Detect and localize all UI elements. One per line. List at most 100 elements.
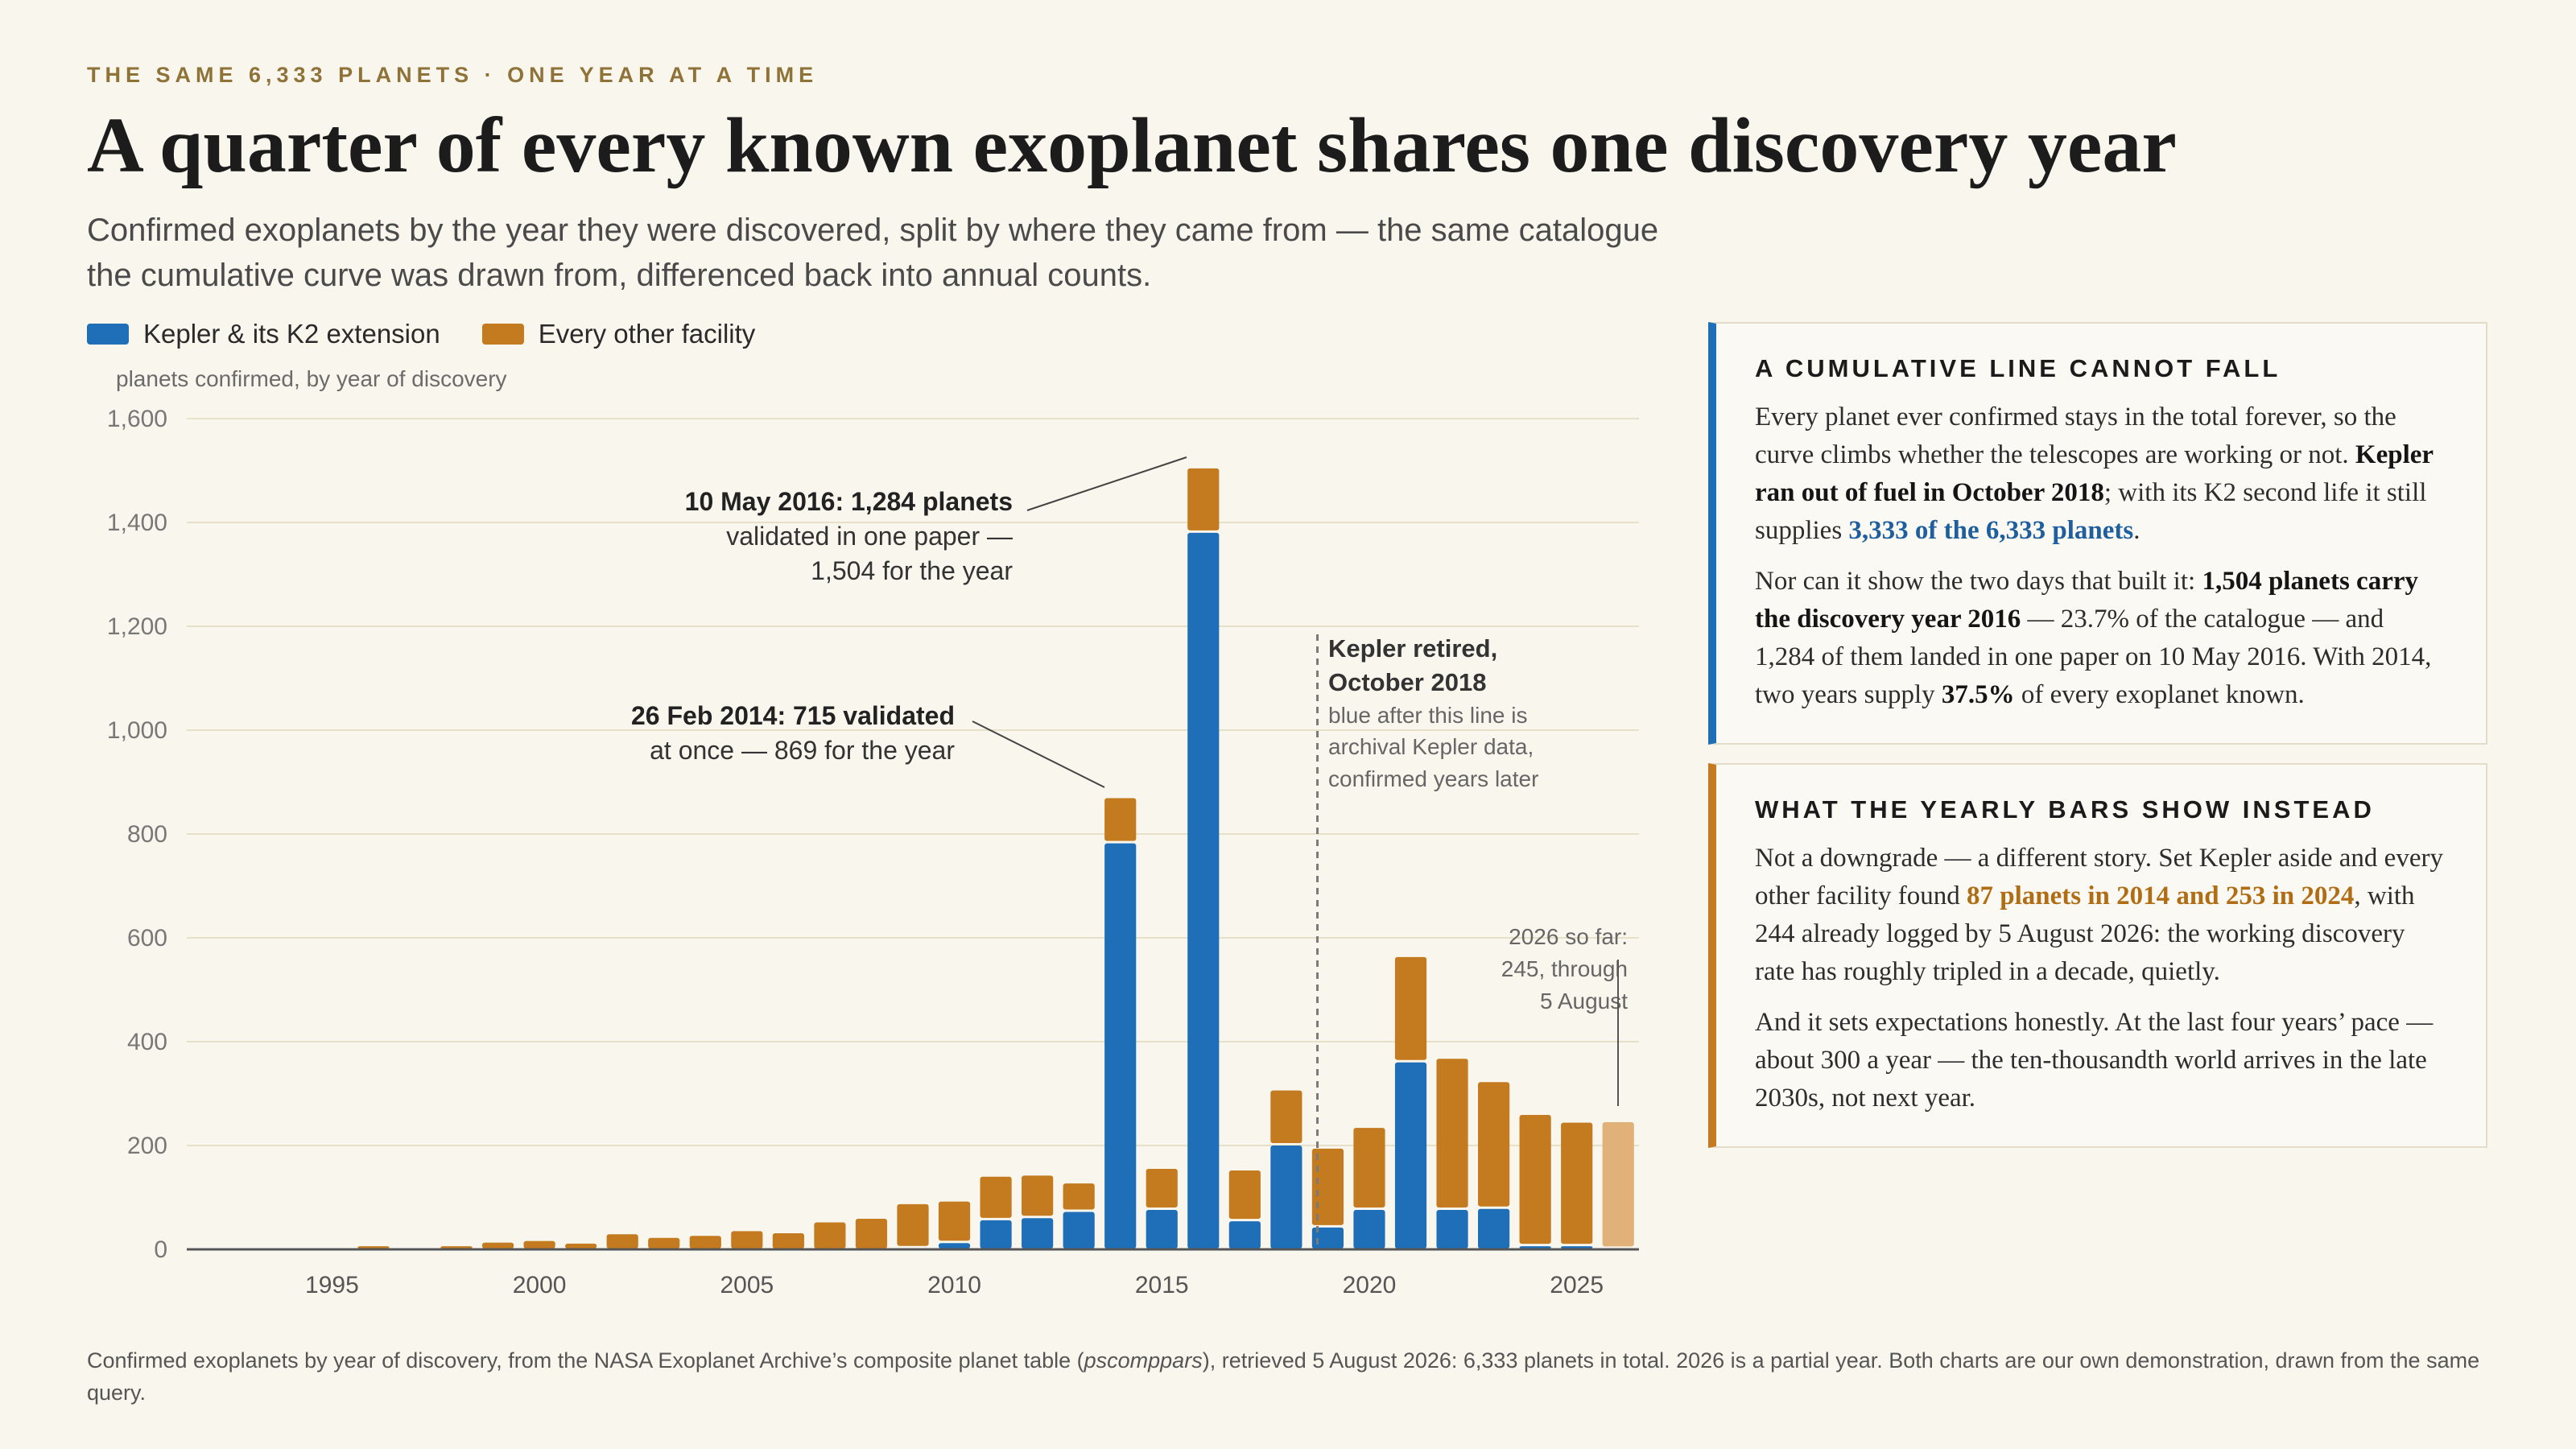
bar-other-2011 [980, 1176, 1012, 1218]
legend-label-other: Every other facility [538, 319, 756, 349]
x-tick-label: 2000 [513, 1272, 567, 1298]
bar-other-2015 [1146, 1169, 1178, 1208]
bar-kepler-2018 [1270, 1146, 1302, 1249]
panel-cumulative-p2-text2: — 23.7% of the catalogue — and 1,284 of … [1755, 605, 2432, 709]
legend-item-kepler: Kepler & its K2 extension [87, 319, 440, 349]
bar-kepler-2012 [1022, 1218, 1054, 1249]
peak-2014-bold: 26 Feb 2014: 715 validated [631, 701, 955, 730]
kicker: THE SAME 6,333 PLANETS · ONE YEAR AT A T… [87, 63, 819, 87]
chart-axes: 0 200 400 600 800 1,000 1,200 1,400 1,600 1995 200… [107, 406, 1639, 1298]
bar-other-2020 [1353, 1128, 1385, 1208]
bar-other-2021 [1394, 956, 1427, 1060]
kepler-retired-title-2: October 2018 [1328, 668, 1486, 696]
y-tick-label: 1,200 [107, 613, 167, 640]
y-tick-label: 600 [127, 925, 167, 952]
y-tick-label: 200 [127, 1133, 167, 1159]
page-subtitle: Confirmed exoplanets by the year they we… [87, 213, 1659, 293]
legend-item-other: Every other facility [481, 319, 756, 349]
source-footnote: Confirmed exoplanets by year of discover… [87, 1344, 2486, 1409]
bar-kepler-2013 [1063, 1212, 1095, 1249]
y-axis-label: planets confirmed, by year of discovery [116, 366, 507, 391]
chart-gridlines [187, 418, 1639, 1146]
y-tick-label: 1,400 [107, 510, 167, 536]
panel-cumulative-p2-bold2: 37.5% [1941, 680, 2015, 709]
panel-cumulative-p1-text2: ; with its K2 second life it still suppl… [1755, 478, 2427, 545]
panel-cumulative: A CUMULATIVE LINE CANNOT FALL Every plan… [1708, 322, 2487, 745]
bar-other-1999 [481, 1242, 514, 1249]
kepler-retired-title-1: Kepler retired, [1328, 634, 1497, 663]
panel-yearly-heading: WHAT THE YEARLY BARS SHOW INSTEAD [1755, 795, 2375, 824]
panel-yearly-p1-text2: , with 244 already logged by 5 August 20… [1755, 881, 2415, 986]
panel-cumulative-p1: Every planet ever confirmed stays in the… [1755, 398, 2449, 550]
panel-cumulative-p2-end: of every exoplanet known. [2014, 680, 2305, 709]
panel-yearly-p2: And it sets expectations honestly. At th… [1755, 1008, 2434, 1113]
bar-kepler-2019 [1311, 1227, 1344, 1249]
x-tick-label: 2025 [1550, 1272, 1604, 1298]
kepler-retired-note-2: archival Kepler data, [1328, 734, 1534, 759]
bar-other-2016 [1187, 468, 1220, 530]
bar-other-2008 [855, 1218, 888, 1249]
panel-cumulative-p2-text: Nor can it show the two days that built … [1755, 567, 2202, 596]
bar-other-2024 [1519, 1114, 1551, 1245]
bar-other-2005 [731, 1231, 763, 1249]
footnote-text: Confirmed exoplanets by year of discover… [87, 1348, 1084, 1373]
bar-other-2007 [814, 1222, 846, 1249]
bar-other-2023 [1478, 1082, 1510, 1207]
legend-swatch-kepler [87, 324, 129, 345]
bar-other-2006 [772, 1233, 804, 1249]
bar-other-2025 [1561, 1122, 1593, 1245]
bar-kepler-2010 [938, 1243, 971, 1249]
kepler-retired-annotation: Kepler retired, October 2018 blue after … [1328, 634, 1538, 791]
panel-cumulative-p1-text: Every planet ever confirmed stays in the… [1755, 402, 2396, 469]
footnote-text-2: ), retrieved 5 August 2026: 6,333 planet… [87, 1348, 2480, 1405]
bar-kepler-2014 [1104, 843, 1137, 1249]
bar-kepler-2021 [1394, 1062, 1427, 1249]
panel-yearly: WHAT THE YEARLY BARS SHOW INSTEAD Not a … [1708, 763, 2487, 1148]
panel-yearly-p1-text: Not a downgrade — a different story. Set… [1755, 844, 2443, 910]
x-tick-label: 2015 [1135, 1272, 1189, 1298]
peak-2016-leader [1026, 456, 1187, 511]
bar-kepler-2017 [1228, 1221, 1261, 1249]
bar-other-2002 [606, 1234, 638, 1249]
bar-other-2013 [1063, 1183, 1095, 1210]
peak-2014-annotation: 26 Feb 2014: 715 validated at once — 869… [631, 701, 955, 765]
bar-other-2022 [1436, 1059, 1468, 1208]
bar-other-1998 [440, 1246, 473, 1249]
bar-other-2017 [1228, 1170, 1261, 1220]
bar-other-2018 [1270, 1090, 1302, 1143]
peak-2016-line2: validated in one paper — [726, 522, 1013, 551]
bar-other-2004 [689, 1236, 721, 1249]
bar-other-2014 [1104, 798, 1137, 841]
panel-cumulative-p1-highlight: 3,333 of the 6,333 planets [1848, 516, 2134, 545]
legend-swatch-other [481, 324, 524, 345]
discovery-bar-chart: 0 200 400 600 800 1,000 1,200 1,400 1,600 1995 200… [107, 366, 1639, 1298]
bar-other-1996 [357, 1246, 390, 1249]
y-tick-label: 400 [127, 1029, 167, 1055]
x-tick-label: 2020 [1343, 1272, 1397, 1298]
y-tick-label: 1,600 [107, 406, 167, 432]
bar-kepler-2011 [980, 1220, 1012, 1249]
partial-2026-line3: 5 August [1540, 989, 1628, 1013]
panel-cumulative-p1-bold: Kepler ran out of fuel in October 2018 [1755, 440, 2434, 507]
bar-kepler-2015 [1146, 1209, 1178, 1249]
chart-legend: Kepler & its K2 extension Every other fa… [87, 319, 797, 349]
footnote-table-name: pscomppars [1084, 1348, 1203, 1373]
bar-other-2019 [1311, 1148, 1344, 1225]
y-tick-label: 1,000 [107, 717, 167, 744]
bar-kepler-2023 [1478, 1208, 1510, 1249]
panel-yearly-p1-highlight: 87 planets in 2014 and 253 in 2024 [1967, 881, 2355, 910]
peak-2014-line2: at once — 869 for the year [650, 736, 955, 765]
bar-other-2001 [565, 1243, 597, 1249]
partial-2026-line1: 2026 so far: [1509, 924, 1628, 949]
partial-2026-line2: 245, through [1501, 956, 1628, 981]
peak-2014-leader [972, 720, 1105, 788]
peak-2016-bold: 10 May 2016: 1,284 planets [685, 487, 1013, 516]
legend-label-kepler: Kepler & its K2 extension [143, 319, 440, 349]
bar-other-2000 [523, 1241, 555, 1249]
x-tick-label: 2005 [720, 1272, 774, 1298]
kepler-retired-note-3: confirmed years later [1328, 766, 1538, 791]
bar-kepler-2016 [1187, 532, 1220, 1249]
panel-cumulative-p1-end: . [2133, 516, 2140, 545]
panel-cumulative-p2: Nor can it show the two days that built … [1755, 563, 2449, 714]
partial-2026-annotation: 2026 so far: 245, through 5 August [1501, 924, 1628, 1013]
